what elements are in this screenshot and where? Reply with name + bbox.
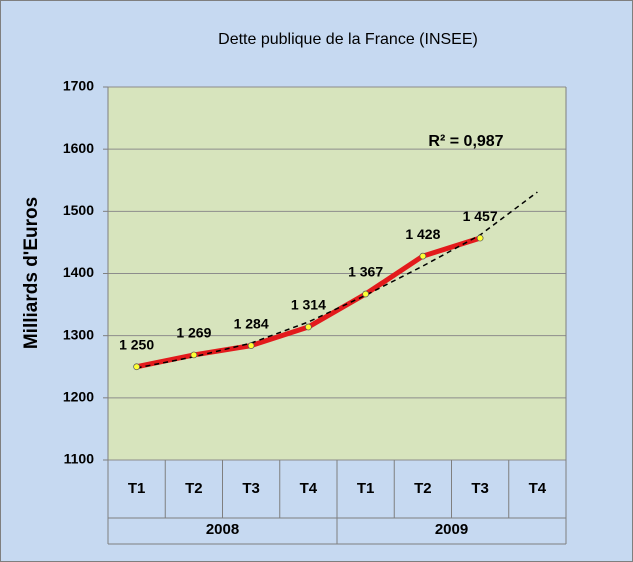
x-tick-label: T1 <box>128 480 146 497</box>
marker <box>190 351 198 359</box>
marker <box>247 342 255 349</box>
data-label: 1 457 <box>463 208 498 224</box>
x-tick-label: T2 <box>414 480 432 497</box>
chart-title: Dette publique de la France (INSEE) <box>218 31 478 48</box>
y-tick-label: 1300 <box>63 326 94 342</box>
group-label: 2008 <box>206 521 239 538</box>
trendline <box>136 191 538 369</box>
group-label: 2009 <box>435 521 468 538</box>
data-label: 1 428 <box>405 226 440 242</box>
y-tick-label: 1500 <box>63 202 94 218</box>
data-label: 1 269 <box>176 325 211 341</box>
marker <box>133 363 140 371</box>
marker <box>305 323 312 331</box>
x-tick-label: T4 <box>300 480 318 497</box>
x-tick-label: T3 <box>242 480 260 497</box>
grid <box>108 86 566 461</box>
data-label: 1 314 <box>291 297 326 313</box>
y-tick-label: 1100 <box>64 451 95 467</box>
marker <box>362 290 369 298</box>
x-tick-label: T1 <box>357 480 375 497</box>
y-tick-label: 1400 <box>63 264 94 280</box>
data-label: 1 367 <box>348 264 383 280</box>
marker <box>419 252 427 260</box>
data-label: 1 284 <box>234 315 269 331</box>
y-tick-label: 1700 <box>63 78 94 94</box>
y-tick-label: 1600 <box>63 140 94 156</box>
x-tick-label: T2 <box>185 480 203 497</box>
x-tick-label: T3 <box>471 480 489 497</box>
y-axis-label: Milliards d'Euros <box>21 197 42 349</box>
marker <box>476 234 484 242</box>
x-tick-label: T4 <box>529 480 547 497</box>
y-tick-label: 1200 <box>63 389 94 405</box>
annotation: R² = 0,987 <box>428 133 503 150</box>
data-label: 1 250 <box>119 336 154 352</box>
